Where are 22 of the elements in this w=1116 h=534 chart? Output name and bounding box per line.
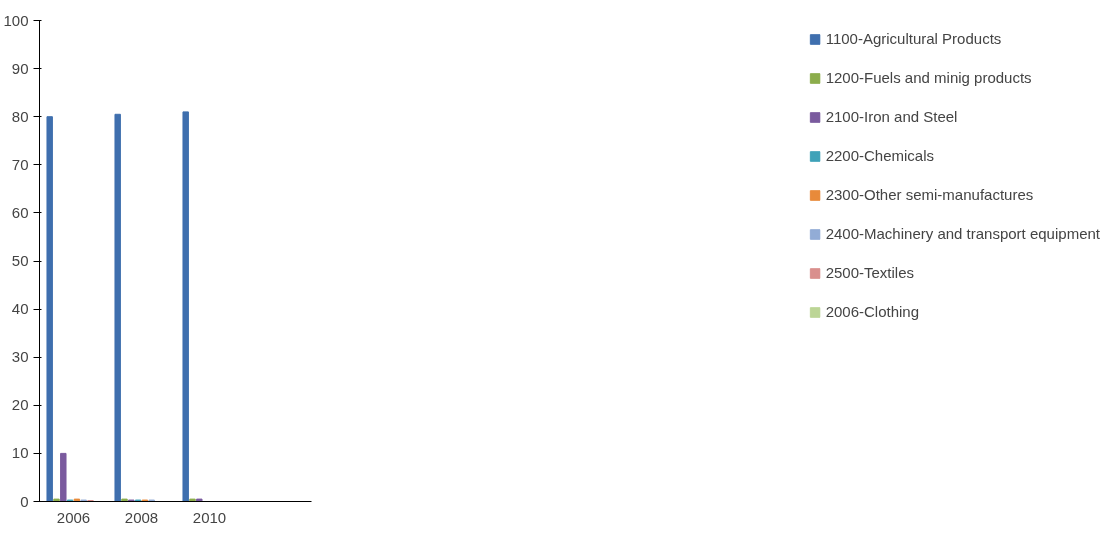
y-tick-label: 0 [20, 492, 29, 510]
y-tick-label: 50 [11, 252, 29, 269]
x-tick-label: 2008 [124, 508, 159, 526]
y-tick-label: 70 [11, 155, 29, 173]
legend-label: 2300-Other semi-manufactures [825, 186, 1034, 203]
legend-label: 2006-Clothing [825, 303, 920, 320]
legend-label: 1100-Agricultural Products [825, 30, 1002, 47]
y-tick-label: 80 [11, 107, 29, 125]
y-tick-label: 10 [11, 444, 29, 462]
legend-label: 2500-Textiles [825, 264, 915, 281]
legend-label: 2200-Chemicals [825, 147, 935, 164]
y-tick-label: 60 [11, 203, 29, 221]
legend-label: 2100-Iron and Steel [825, 108, 958, 125]
y-tick-label: 100 [3, 11, 29, 29]
y-tick-label: 20 [11, 396, 29, 414]
legend-label: 2400-Machinery and transport equipment [825, 225, 1100, 242]
y-tick-label: 30 [11, 348, 29, 366]
y-tick-label: 90 [11, 59, 29, 77]
y-tick-label: 40 [11, 300, 29, 318]
legend-label: 1200-Fuels and minig products [825, 69, 1032, 86]
x-tick-label: 2006 [56, 508, 91, 526]
x-tick-label: 2010 [192, 508, 227, 526]
